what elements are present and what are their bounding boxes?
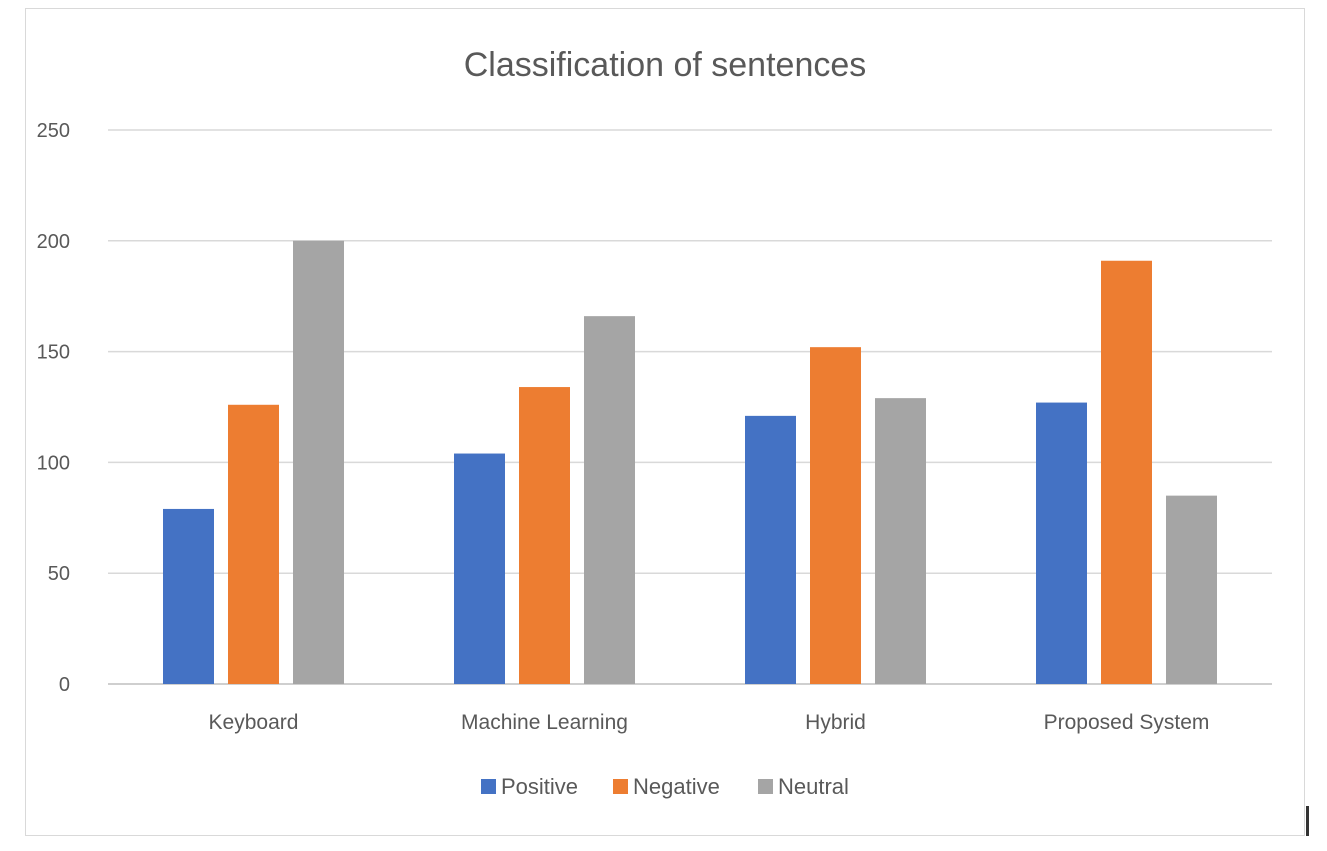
bar-negative-3 bbox=[1101, 260, 1152, 684]
legend-label: Negative bbox=[633, 774, 720, 799]
bar-positive-1 bbox=[454, 453, 505, 684]
bar-positive-0 bbox=[163, 508, 214, 684]
bar-neutral-3 bbox=[1166, 495, 1217, 684]
legend-swatch-positive bbox=[481, 779, 496, 794]
bars bbox=[163, 240, 1217, 685]
gridlines bbox=[108, 129, 1272, 685]
legend-label: Positive bbox=[501, 774, 578, 799]
bar-positive-2 bbox=[745, 415, 796, 684]
y-tick-label: 100 bbox=[37, 452, 70, 474]
bar-negative-0 bbox=[228, 404, 279, 684]
x-category-label: Machine Learning bbox=[461, 711, 628, 734]
bar-negative-2 bbox=[810, 347, 861, 684]
bar-negative-1 bbox=[519, 387, 570, 684]
x-category-label: Keyboard bbox=[209, 711, 299, 734]
bar-neutral-2 bbox=[875, 398, 926, 684]
y-axis-ticks: 0 50 100 150 200 250 bbox=[37, 120, 70, 696]
bar-positive-3 bbox=[1036, 402, 1087, 684]
legend: Positive Negative Neutral bbox=[481, 774, 849, 799]
y-tick-label: 0 bbox=[59, 674, 70, 696]
y-tick-label: 250 bbox=[37, 120, 70, 142]
chart-title: Classification of sentences bbox=[464, 46, 867, 84]
legend-label: Neutral bbox=[778, 774, 849, 799]
x-category-label: Hybrid bbox=[805, 711, 866, 734]
bar-neutral-0 bbox=[293, 240, 344, 685]
x-category-label: Proposed System bbox=[1044, 711, 1210, 734]
bar-neutral-1 bbox=[584, 316, 635, 684]
x-axis-categories: Keyboard Machine Learning Hybrid Proposed S… bbox=[209, 711, 1210, 734]
text-cursor bbox=[1306, 806, 1309, 836]
y-tick-label: 150 bbox=[37, 342, 70, 364]
legend-swatch-neutral bbox=[758, 779, 773, 794]
y-tick-label: 50 bbox=[48, 563, 70, 585]
legend-swatch-negative bbox=[613, 779, 628, 794]
y-tick-label: 200 bbox=[37, 231, 70, 253]
